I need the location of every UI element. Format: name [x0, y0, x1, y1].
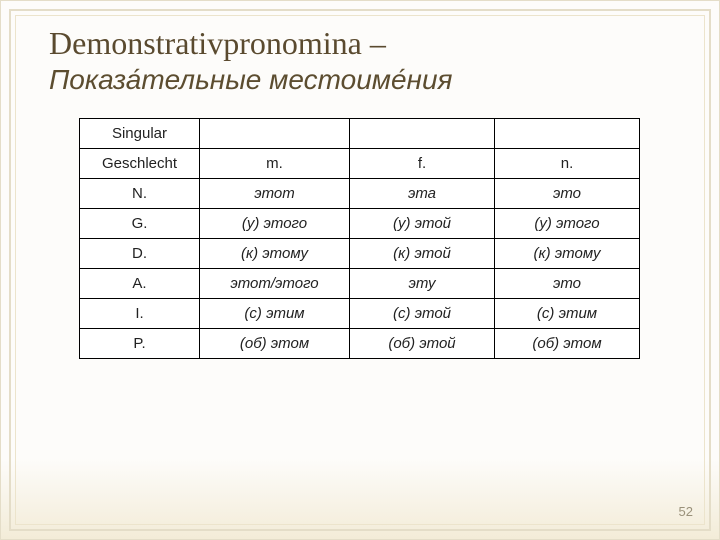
- table-row: Singular: [80, 119, 640, 149]
- cell: (к) этой: [350, 239, 495, 269]
- cell-case: D.: [80, 239, 200, 269]
- table-row: D. (к) этому (к) этой (к) этому: [80, 239, 640, 269]
- table-row: G. (у) этого (у) этой (у) этого: [80, 209, 640, 239]
- cell: (к) этому: [200, 239, 350, 269]
- table-body: Singular Geschlecht m. f. n. N. этот эта…: [80, 119, 640, 359]
- cell-n: n.: [495, 149, 640, 179]
- cell: этот/этого: [200, 269, 350, 299]
- table-row: I. (с) этим (с) этой (с) этим: [80, 299, 640, 329]
- cell: (об) этом: [200, 329, 350, 359]
- cell-case: N.: [80, 179, 200, 209]
- cell: [495, 119, 640, 149]
- page-number: 52: [679, 504, 693, 519]
- cell: (с) этой: [350, 299, 495, 329]
- cell-case: P.: [80, 329, 200, 359]
- slide-subtitle: Показа́тельные местоиме́ния: [49, 64, 671, 96]
- cell: это: [495, 269, 640, 299]
- cell-case: I.: [80, 299, 200, 329]
- cell: [350, 119, 495, 149]
- table-row: A. этот/этого эту это: [80, 269, 640, 299]
- cell: (с) этим: [495, 299, 640, 329]
- cell: [200, 119, 350, 149]
- cell: (об) этой: [350, 329, 495, 359]
- cell-case: G.: [80, 209, 200, 239]
- cell: (у) этого: [200, 209, 350, 239]
- cell: это: [495, 179, 640, 209]
- cell-case: A.: [80, 269, 200, 299]
- cell: (у) этого: [495, 209, 640, 239]
- cell: (об) этом: [495, 329, 640, 359]
- cell: (к) этому: [495, 239, 640, 269]
- table-row: Geschlecht m. f. n.: [80, 149, 640, 179]
- table-row: P. (об) этом (об) этой (об) этом: [80, 329, 640, 359]
- cell: эта: [350, 179, 495, 209]
- cell-singular: Singular: [80, 119, 200, 149]
- cell-f: f.: [350, 149, 495, 179]
- cell: эту: [350, 269, 495, 299]
- slide-container: Demonstrativpronomina – Показа́тельные м…: [0, 0, 720, 540]
- slide-title: Demonstrativpronomina –: [49, 25, 671, 62]
- cell: (с) этим: [200, 299, 350, 329]
- declension-table: Singular Geschlecht m. f. n. N. этот эта…: [79, 118, 640, 359]
- cell: этот: [200, 179, 350, 209]
- cell: (у) этой: [350, 209, 495, 239]
- cell-m: m.: [200, 149, 350, 179]
- cell-geschlecht: Geschlecht: [80, 149, 200, 179]
- table-row: N. этот эта это: [80, 179, 640, 209]
